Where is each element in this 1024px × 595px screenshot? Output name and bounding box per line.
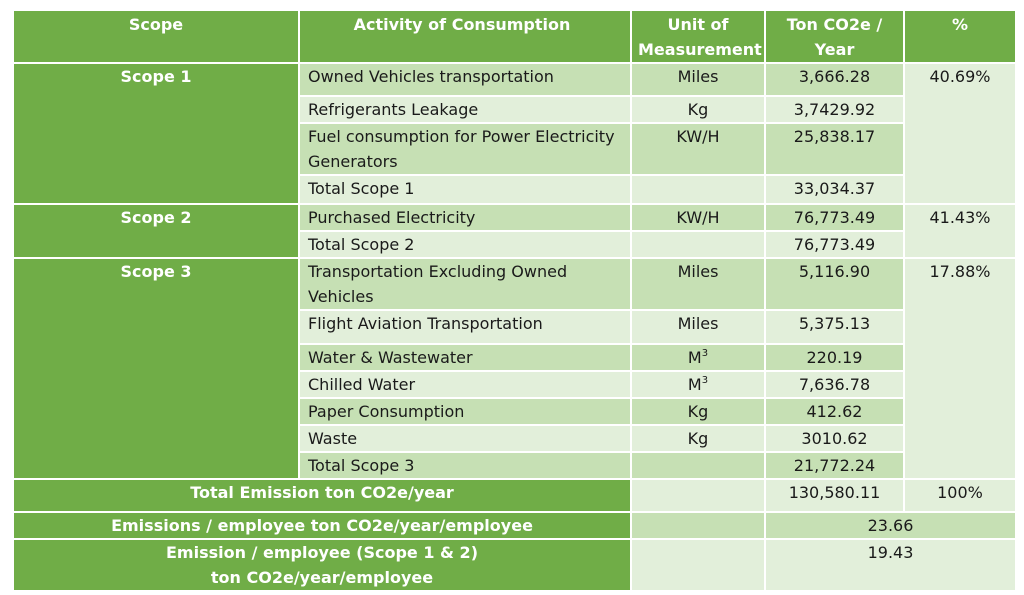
scope-1-percent: 40.69% xyxy=(903,62,1017,205)
ton-cell: 3,7429.92 xyxy=(764,95,905,124)
activity-cell: Chilled Water xyxy=(298,370,632,399)
unit-cell: M3 xyxy=(630,370,766,399)
table-row: Scope 1 Owned Vehicles transportation Mi… xyxy=(12,62,1017,205)
table-row: Scope 3 Transportation Excluding Owned V… xyxy=(12,257,1017,480)
per-employee-label: Emissions / employee ton CO2e/year/emplo… xyxy=(12,511,632,540)
table-row: Water & Wastewater M3 220.19 xyxy=(13,343,1016,372)
activity-cell: Purchased Electricity xyxy=(298,203,632,232)
per-employee-s12-label-line1: Emission / employee (Scope 1 & 2) xyxy=(166,543,478,562)
header-percent: % xyxy=(903,11,1017,64)
scope-2-label: Scope 2 xyxy=(12,203,300,259)
activity-cell: Transportation Excluding Owned Vehicles xyxy=(298,257,632,311)
activity-cell: Paper Consumption xyxy=(298,397,632,426)
activity-cell: Refrigerants Leakage xyxy=(298,95,632,124)
per-employee-s12-unit-empty xyxy=(630,538,766,592)
ton-cell: 76,773.49 xyxy=(764,203,905,232)
ton-cell: 25,838.17 xyxy=(764,122,905,176)
table-row: Fuel consumption for Power Electricity G… xyxy=(13,122,1016,176)
ton-cell: 33,034.37 xyxy=(764,174,905,205)
unit-cell xyxy=(630,230,766,259)
table-row: Chilled Water M3 7,636.78 xyxy=(13,370,1016,399)
header-row: Scope Activity of Consumption Unit of Me… xyxy=(12,11,1017,64)
ton-cell: 220.19 xyxy=(764,343,905,372)
ton-cell: 21,772.24 xyxy=(764,451,905,480)
activity-cell: Water & Wastewater xyxy=(298,343,632,372)
table-row: Flight Aviation Transportation Miles 5,3… xyxy=(13,309,1016,345)
scope-3-percent: 17.88% xyxy=(903,257,1017,480)
ton-cell: 5,116.90 xyxy=(764,257,905,311)
unit-cell: Kg xyxy=(630,397,766,426)
per-employee-s12-label-line2: ton CO2e/year/employee xyxy=(210,568,434,587)
ton-cell: 3010.62 xyxy=(764,424,905,453)
table-row: Total Scope 2 76,773.49 xyxy=(13,230,1016,259)
scope-3-label: Scope 3 xyxy=(12,257,300,480)
unit-cell: Miles xyxy=(630,309,766,345)
unit-cell: Miles xyxy=(630,62,766,97)
total-emission-unit-empty xyxy=(630,478,766,513)
per-employee-s12-row: Emission / employee (Scope 1 & 2) ton CO… xyxy=(12,538,1017,592)
unit-cell xyxy=(630,174,766,205)
activity-cell: Fuel consumption for Power Electricity G… xyxy=(298,122,632,176)
activity-cell: Owned Vehicles transportation xyxy=(298,62,632,97)
unit-cell: Kg xyxy=(630,424,766,453)
unit-cell: KW/H xyxy=(630,203,766,232)
scope-2-percent: 41.43% xyxy=(903,203,1017,259)
unit-cell: KW/H xyxy=(630,122,766,176)
activity-cell: Waste xyxy=(298,424,632,453)
ton-cell: 3,666.28 xyxy=(764,62,905,97)
header-ton: Ton CO2e / Year xyxy=(764,11,905,64)
ton-cell: 76,773.49 xyxy=(764,230,905,259)
total-emission-percent: 100% xyxy=(903,478,1017,513)
table-row: Waste Kg 3010.62 xyxy=(13,424,1016,453)
activity-cell: Total Scope 2 xyxy=(298,230,632,259)
unit-cell xyxy=(630,451,766,480)
header-activity: Activity of Consumption xyxy=(298,11,632,64)
table-row: Total Scope 1 33,034.37 xyxy=(13,174,1016,205)
activity-cell: Flight Aviation Transportation xyxy=(298,309,632,345)
unit-cell: Miles xyxy=(630,257,766,311)
scope-1-label: Scope 1 xyxy=(12,62,300,205)
per-employee-row: Emissions / employee ton CO2e/year/emplo… xyxy=(12,511,1017,540)
ton-cell: 5,375.13 xyxy=(764,309,905,345)
header-unit: Unit of Measurement xyxy=(630,11,766,64)
header-scope: Scope xyxy=(12,11,300,64)
table-row: Paper Consumption Kg 412.62 xyxy=(13,397,1016,426)
total-emission-row: Total Emission ton CO2e/year 130,580.11 … xyxy=(12,478,1017,513)
ton-cell: 7,636.78 xyxy=(764,370,905,399)
per-employee-s12-value: 19.43 xyxy=(764,538,1017,592)
emissions-table: Scope Activity of Consumption Unit of Me… xyxy=(12,11,1017,592)
activity-cell: Total Scope 1 xyxy=(298,174,632,205)
table-row: Scope 2 Purchased Electricity KW/H 76,77… xyxy=(12,203,1017,259)
total-emission-label: Total Emission ton CO2e/year xyxy=(12,478,632,513)
activity-cell: Total Scope 3 xyxy=(298,451,632,480)
per-employee-value: 23.66 xyxy=(764,511,1017,540)
ton-cell: 412.62 xyxy=(764,397,905,426)
unit-cell: Kg xyxy=(630,95,766,124)
table-row: Refrigerants Leakage Kg 3,7429.92 xyxy=(13,95,1016,124)
per-employee-s12-label: Emission / employee (Scope 1 & 2) ton CO… xyxy=(12,538,632,592)
total-emission-value: 130,580.11 xyxy=(764,478,905,513)
per-employee-unit-empty xyxy=(630,511,766,540)
table-row: Total Scope 3 21,772.24 xyxy=(13,451,1016,480)
unit-cell: M3 xyxy=(630,343,766,372)
